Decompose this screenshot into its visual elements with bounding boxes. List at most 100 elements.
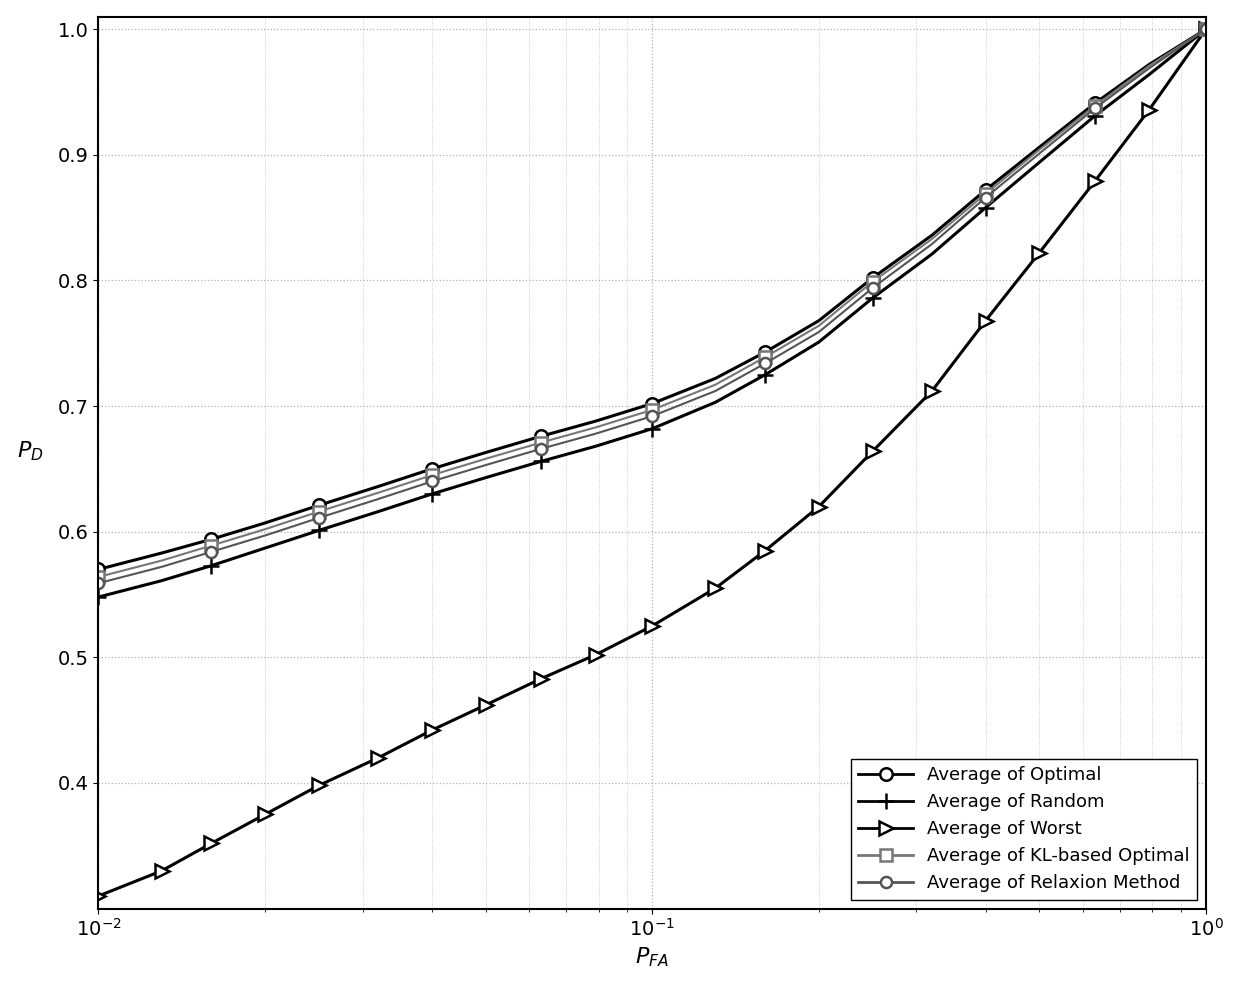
Average of Random — [154, 575, 169, 587]
Average of KL-based Optimal — [811, 319, 826, 331]
Average of Random — [205, 560, 219, 572]
Average of Worst — [154, 865, 169, 877]
Average of Worst — [645, 620, 660, 632]
Average of Optimal — [424, 463, 439, 475]
Line: Average of Worst: Average of Worst — [92, 23, 1213, 903]
Average of Random — [866, 292, 880, 304]
Average of Optimal — [811, 315, 826, 326]
Average of Worst — [91, 890, 105, 902]
Average of Random — [645, 423, 660, 435]
Average of Relaxion Method — [645, 410, 660, 422]
Average of KL-based Optimal — [1032, 144, 1047, 156]
Average of Random — [258, 542, 273, 554]
Average of Random — [811, 336, 826, 348]
Average of KL-based Optimal — [1087, 100, 1102, 111]
Line: Average of KL-based Optimal: Average of KL-based Optimal — [93, 24, 1211, 583]
Average of Optimal — [258, 517, 273, 528]
Average of KL-based Optimal — [866, 276, 880, 288]
Average of Optimal — [758, 346, 773, 358]
Average of Optimal — [311, 499, 326, 511]
Average of Relaxion Method — [708, 386, 723, 397]
Average of Relaxion Method — [588, 428, 603, 440]
Average of Optimal — [1142, 58, 1157, 70]
Average of Optimal — [1087, 98, 1102, 109]
X-axis label: $P_{FA}$: $P_{FA}$ — [635, 946, 670, 969]
Average of Relaxion Method — [91, 577, 105, 589]
Average of Relaxion Method — [371, 493, 386, 505]
Average of KL-based Optimal — [371, 487, 386, 499]
Average of KL-based Optimal — [588, 422, 603, 434]
Average of Random — [1142, 69, 1157, 81]
Line: Average of Random: Average of Random — [91, 21, 1214, 605]
Average of Optimal — [479, 447, 494, 458]
Average of Random — [91, 591, 105, 602]
Average of Worst — [978, 315, 993, 326]
Average of KL-based Optimal — [91, 571, 105, 583]
Average of Worst — [758, 544, 773, 556]
Legend: Average of Optimal, Average of Random, Average of Worst, Average of KL-based Opt: Average of Optimal, Average of Random, A… — [851, 759, 1197, 899]
Line: Average of Optimal: Average of Optimal — [92, 23, 1213, 576]
Average of Relaxion Method — [479, 459, 494, 471]
Average of Optimal — [708, 373, 723, 385]
Average of Relaxion Method — [1087, 103, 1102, 114]
Average of Relaxion Method — [866, 282, 880, 294]
Average of KL-based Optimal — [311, 506, 326, 518]
Average of Random — [925, 248, 940, 260]
Average of Worst — [1199, 24, 1214, 35]
Average of Worst — [811, 501, 826, 513]
Average of Random — [1032, 157, 1047, 169]
Average of Random — [479, 471, 494, 483]
Average of Relaxion Method — [925, 239, 940, 250]
Average of Relaxion Method — [258, 529, 273, 541]
Average of KL-based Optimal — [708, 379, 723, 390]
Average of KL-based Optimal — [154, 555, 169, 567]
Average of Optimal — [866, 272, 880, 284]
Average of KL-based Optimal — [479, 453, 494, 464]
Average of Relaxion Method — [1199, 24, 1214, 35]
Average of Optimal — [533, 430, 548, 442]
Average of Relaxion Method — [424, 475, 439, 487]
Average of Worst — [1032, 246, 1047, 258]
Average of Random — [1087, 110, 1102, 122]
Average of KL-based Optimal — [533, 437, 548, 449]
Average of Worst — [258, 809, 273, 820]
Average of Worst — [1087, 176, 1102, 187]
Average of Relaxion Method — [533, 443, 548, 455]
Average of Optimal — [371, 480, 386, 492]
Average of Worst — [925, 386, 940, 397]
Average of Worst — [424, 725, 439, 737]
Average of KL-based Optimal — [925, 233, 940, 245]
Average of Relaxion Method — [978, 191, 993, 203]
Average of Relaxion Method — [1142, 62, 1157, 74]
Average of Optimal — [1032, 141, 1047, 153]
Average of Random — [758, 369, 773, 381]
Average of Relaxion Method — [205, 546, 219, 558]
Average of Optimal — [925, 230, 940, 242]
Average of Relaxion Method — [1032, 148, 1047, 160]
Average of KL-based Optimal — [978, 188, 993, 200]
Average of Relaxion Method — [154, 561, 169, 573]
Average of KL-based Optimal — [645, 404, 660, 416]
Average of Worst — [533, 672, 548, 684]
Average of KL-based Optimal — [758, 351, 773, 363]
Average of Random — [588, 441, 603, 453]
Average of Worst — [371, 752, 386, 764]
Average of KL-based Optimal — [1199, 24, 1214, 35]
Average of KL-based Optimal — [1142, 60, 1157, 72]
Average of KL-based Optimal — [205, 539, 219, 551]
Average of Worst — [311, 780, 326, 792]
Average of Optimal — [588, 415, 603, 427]
Average of Optimal — [205, 533, 219, 545]
Y-axis label: $P_{D}$: $P_{D}$ — [16, 439, 43, 462]
Average of Optimal — [645, 397, 660, 409]
Average of Random — [1199, 24, 1214, 35]
Average of Worst — [866, 446, 880, 458]
Average of Optimal — [1199, 24, 1214, 35]
Average of Optimal — [978, 184, 993, 196]
Average of Random — [424, 488, 439, 500]
Line: Average of Relaxion Method: Average of Relaxion Method — [93, 24, 1211, 589]
Average of KL-based Optimal — [424, 469, 439, 481]
Average of Worst — [479, 699, 494, 711]
Average of Worst — [1142, 104, 1157, 115]
Average of Worst — [588, 649, 603, 661]
